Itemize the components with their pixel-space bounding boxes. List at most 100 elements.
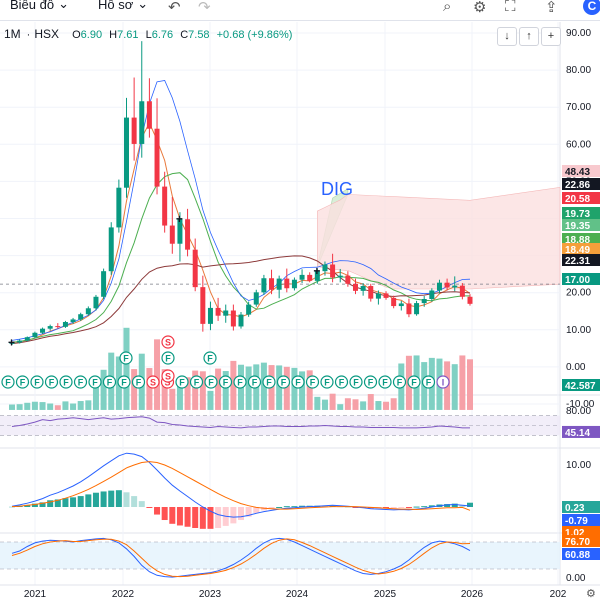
event-badge-text: F — [121, 378, 127, 388]
event-badge-text: F — [295, 378, 301, 388]
rsi-tick-label: 80.00 — [566, 406, 591, 417]
event-badge-text: F — [20, 378, 26, 388]
time-axis[interactable]: 2021 2022 2023 2024 2025 2026 202 ⚙ — [0, 584, 600, 600]
macd-panel[interactable]: 10.000.000.23-0.791.02 — [9, 452, 600, 539]
event-badge-text: F — [324, 378, 330, 388]
scroll-up-button[interactable]: ↑ — [519, 27, 539, 46]
event-badge — [204, 375, 218, 389]
volume-label: 42.587 — [565, 381, 596, 392]
volume-bar — [176, 382, 183, 410]
macd-histogram-bar — [70, 497, 77, 507]
event-badge-text: F — [353, 378, 359, 388]
candle-body — [345, 275, 351, 284]
low-value: 6.76 — [151, 29, 174, 41]
event-badge-text: F — [339, 378, 345, 388]
price-tick-label: 70.00 — [566, 102, 591, 113]
volume-bar — [24, 402, 31, 410]
open-value: 6.90 — [80, 29, 103, 41]
macd-histogram-bar — [77, 496, 84, 507]
macd-histogram-bar — [421, 506, 428, 508]
stoch-tick-label: 0.00 — [566, 573, 586, 584]
scroll-down-button[interactable]: ↓ — [497, 27, 517, 46]
event-badge-text: S — [150, 378, 156, 388]
search-icon[interactable]: ⌕ — [443, 0, 452, 15]
candle-body — [406, 303, 412, 315]
volume-bar — [47, 403, 54, 410]
event-badge — [436, 375, 450, 389]
macd-histogram-bar — [207, 507, 214, 529]
candle-body — [444, 282, 450, 288]
price-label-bg — [562, 192, 600, 204]
candle-body — [116, 187, 122, 228]
candle-body — [207, 307, 213, 324]
time-tick-label: 2026 — [461, 589, 484, 600]
macd-histogram-bar — [276, 507, 283, 508]
candle-body — [17, 340, 23, 343]
event-badge — [88, 375, 102, 389]
candle-body — [154, 128, 160, 187]
gear-icon[interactable]: ⚙ — [473, 0, 487, 16]
redo-icon[interactable]: ↷ — [198, 0, 211, 16]
macd-histogram-bar — [31, 503, 38, 507]
macd-histogram-bar — [47, 500, 54, 507]
event-badge-text: F — [207, 354, 213, 364]
event-badge — [161, 335, 175, 349]
macd-histogram-bar — [24, 504, 31, 507]
price-label-bg — [562, 207, 600, 219]
event-badge — [378, 375, 392, 389]
event-badge-text: F — [411, 378, 417, 388]
volume-bar — [39, 402, 46, 410]
fullscreen-icon[interactable]: ⛶ — [505, 0, 516, 15]
undo-icon[interactable]: ↶ — [168, 0, 181, 16]
event-badge — [161, 351, 175, 365]
volume-bar — [222, 371, 229, 410]
volume-bar — [31, 401, 38, 410]
candle-body — [40, 328, 46, 333]
time-tick-label: 2023 — [199, 589, 222, 600]
event-badge — [392, 375, 407, 389]
macd-histogram-bar — [467, 502, 473, 507]
macd-line — [11, 452, 471, 518]
price-panel[interactable]: +++DIGFFFFFFFFFFSSFFFFFFFFFFFFFFFFFFIFSF… — [0, 41, 561, 410]
event-badge — [218, 375, 233, 389]
change-value: +0.68 (+9.86%) — [216, 29, 293, 41]
candle-body — [101, 271, 107, 297]
candle-body — [375, 293, 381, 299]
chart-menu[interactable]: Biểu đồ ⌄ — [10, 0, 69, 12]
candle-body — [223, 310, 229, 316]
rsi-last-label: 45.14 — [565, 428, 590, 439]
candle-body — [55, 326, 61, 328]
event-badge-text: I — [442, 378, 445, 388]
candle-body — [360, 286, 366, 291]
add-panel-button[interactable]: + — [541, 27, 561, 46]
event-badge-text: F — [49, 378, 55, 388]
macd-last-bg — [562, 514, 600, 526]
volume-bar — [329, 393, 336, 410]
candle-body — [131, 117, 137, 144]
candle-body — [177, 219, 183, 244]
price-tick-label: 10.00 — [566, 325, 591, 336]
share-icon[interactable]: ⇪ — [545, 0, 558, 16]
stoch-last-label: 76.70 — [565, 537, 590, 548]
event-badge — [59, 375, 73, 389]
profile-menu[interactable]: Hồ sơ ⌄ — [98, 0, 148, 12]
event-badge-text: S — [165, 338, 171, 348]
macd-last-label: 1.02 — [565, 528, 585, 539]
event-badge — [102, 375, 117, 389]
macd-histogram-bar — [39, 502, 46, 507]
volume-bar — [337, 404, 344, 410]
volume-bar — [306, 370, 313, 410]
event-badge — [15, 375, 30, 389]
price-axis[interactable]: 90.0080.0070.0060.0050.0040.0030.0020.00… — [562, 28, 600, 410]
candle-body — [269, 278, 275, 290]
volume-bar — [367, 394, 374, 410]
macd-histogram-bar — [291, 506, 298, 508]
macd-histogram-bar — [398, 507, 405, 508]
macd-histogram-bar — [405, 507, 412, 508]
logo-icon[interactable]: C — [583, 0, 600, 15]
stoch-last-label: 60.88 — [565, 550, 590, 561]
rsi-panel[interactable]: 80.00 45.14 — [0, 406, 600, 439]
macd-histogram-bar — [245, 507, 252, 517]
